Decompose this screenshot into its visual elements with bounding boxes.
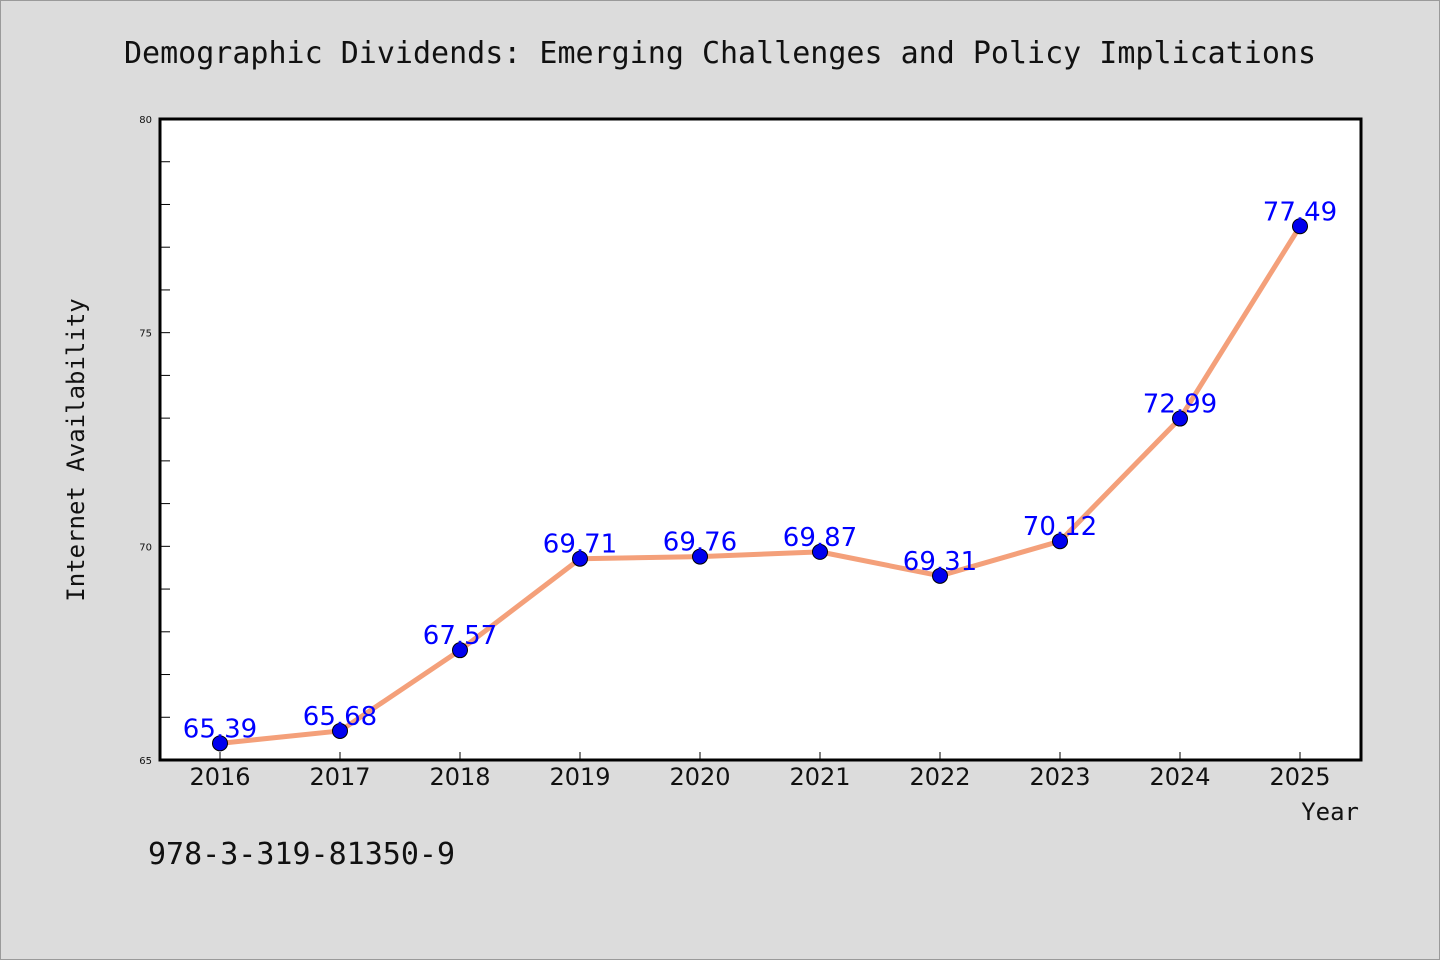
data-label: 69.31: [903, 547, 977, 577]
y-tick-label: 80: [139, 115, 152, 126]
x-tick-label: 2022: [909, 763, 970, 791]
data-label-group: 65.39 65.68 67.57 69.71 69.76 69.87 69.31 70.12…: [183, 197, 1337, 744]
data-label: 72.99: [1143, 390, 1217, 420]
data-point: [572, 550, 588, 567]
data-label: 70.12: [1023, 512, 1097, 542]
series-line: [217, 223, 1303, 746]
data-label: 69.76: [663, 528, 737, 558]
x-tick-label: 2016: [189, 763, 250, 791]
y-axis-title: Internet Availability: [62, 298, 90, 601]
data-label: 69.87: [783, 523, 857, 553]
y-tick-label: 70: [139, 542, 152, 553]
data-label: 67.57: [423, 621, 497, 651]
x-tick-label: 2018: [429, 763, 490, 791]
data-point: [212, 735, 228, 752]
data-label: 65.39: [183, 714, 257, 744]
series-line-group: [217, 223, 1303, 746]
x-axis-title: Year: [1301, 798, 1359, 826]
data-point: [1292, 218, 1308, 235]
y-tick-label: 75: [139, 329, 152, 340]
data-point: [932, 567, 948, 584]
data-label: 77.49: [1263, 197, 1337, 227]
data-point: [1052, 533, 1068, 550]
x-axis: 2016 2017 2018 2019 2020 2021 2022 2023 2024 2025: [189, 752, 1331, 791]
data-point: [812, 543, 828, 560]
plot-area: [160, 119, 1361, 760]
x-tick-label: 2020: [669, 763, 730, 791]
data-point: [692, 548, 708, 565]
data-point: [332, 722, 348, 739]
marker-group: [212, 218, 1308, 752]
chart-title: Demographic Dividends: Emerging Challeng…: [124, 36, 1316, 71]
x-tick-label: 2024: [1149, 763, 1210, 791]
data-point: [452, 642, 468, 659]
x-tick-label: 2017: [309, 763, 370, 791]
x-tick-label: 2021: [789, 763, 850, 791]
data-label: 69.71: [543, 530, 617, 560]
x-tick-label: 2023: [1029, 763, 1090, 791]
x-tick-label: 2025: [1269, 763, 1330, 791]
plot-border: [158, 117, 1363, 762]
y-tick-label: 65: [139, 756, 152, 767]
data-point: [1172, 410, 1188, 427]
x-tick-label: 2019: [549, 763, 610, 791]
isbn-label: 978-3-319-81350-9: [148, 837, 455, 872]
data-label: 65.68: [303, 702, 377, 732]
